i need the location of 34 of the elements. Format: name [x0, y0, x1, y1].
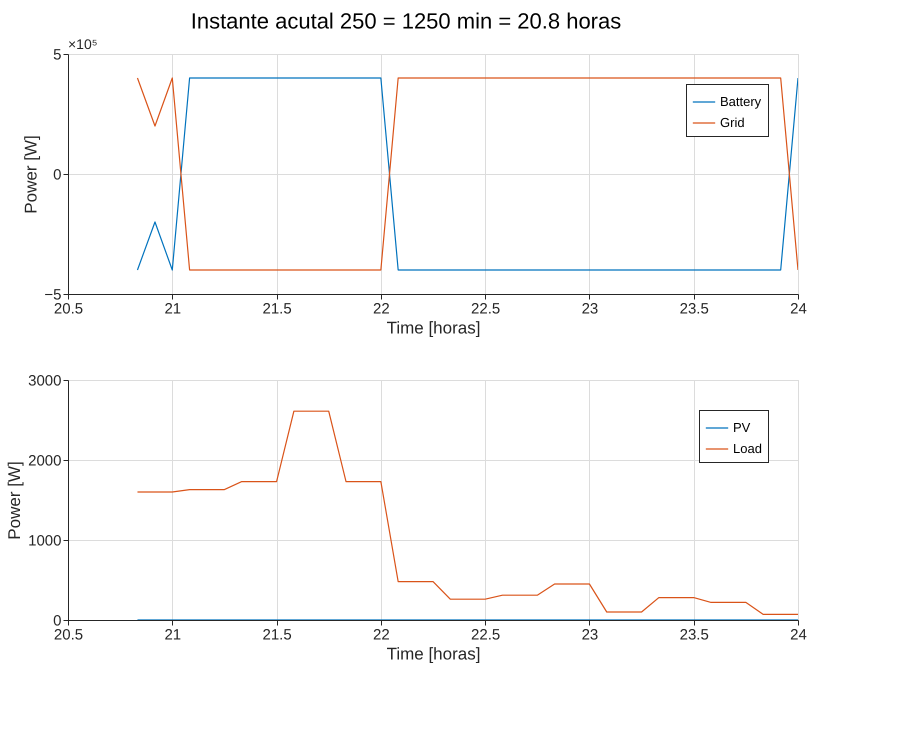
x-tick-label: 21 [164, 300, 182, 318]
x-axis-title: Time [horas] [386, 318, 480, 338]
x-tick-label: 20.5 [54, 300, 84, 318]
y-tick-label: 5 [53, 46, 62, 64]
y-tick-label: 3000 [28, 372, 62, 390]
chart-title: Instante acutal 250 = 1250 min = 20.8 horas [190, 8, 622, 34]
x-tick-label: 21 [164, 626, 182, 644]
y-axis-title: Power [W] [21, 135, 40, 214]
x-tick-label: 20.5 [54, 626, 84, 644]
x-tick-label: 22 [373, 626, 390, 644]
x-tick-label: 21.5 [262, 300, 292, 318]
legend-label: Load [733, 441, 762, 456]
line-series [136, 410, 798, 615]
x-tick-label: 23 [582, 626, 598, 644]
legend-label: Battery [720, 94, 762, 109]
y-tick-label: −5 [44, 286, 62, 304]
x-tick-label: 23.5 [680, 626, 709, 644]
x-tick-label: 22.5 [471, 626, 500, 644]
x-tick-label: 24 [790, 300, 807, 318]
legend-label: PV [733, 420, 751, 435]
x-tick-label: 23 [582, 300, 598, 318]
y-tick-label: 0 [53, 166, 62, 184]
x-tick-label: 22 [373, 300, 390, 318]
x-tick-label: 21.5 [262, 626, 292, 644]
y-tick-label: 1000 [28, 532, 62, 550]
legend-label: Grid [720, 115, 745, 130]
text: ×10⁵ [68, 36, 98, 52]
x-axis-title: Time [horas] [386, 644, 480, 664]
y-axis-title: Power [W] [5, 461, 24, 540]
y-tick-label: 2000 [28, 452, 62, 470]
x-tick-label: 24 [790, 626, 807, 644]
y-tick-label: 0 [53, 612, 62, 630]
x-tick-label: 23.5 [680, 300, 709, 318]
x-tick-label: 22.5 [471, 300, 500, 318]
